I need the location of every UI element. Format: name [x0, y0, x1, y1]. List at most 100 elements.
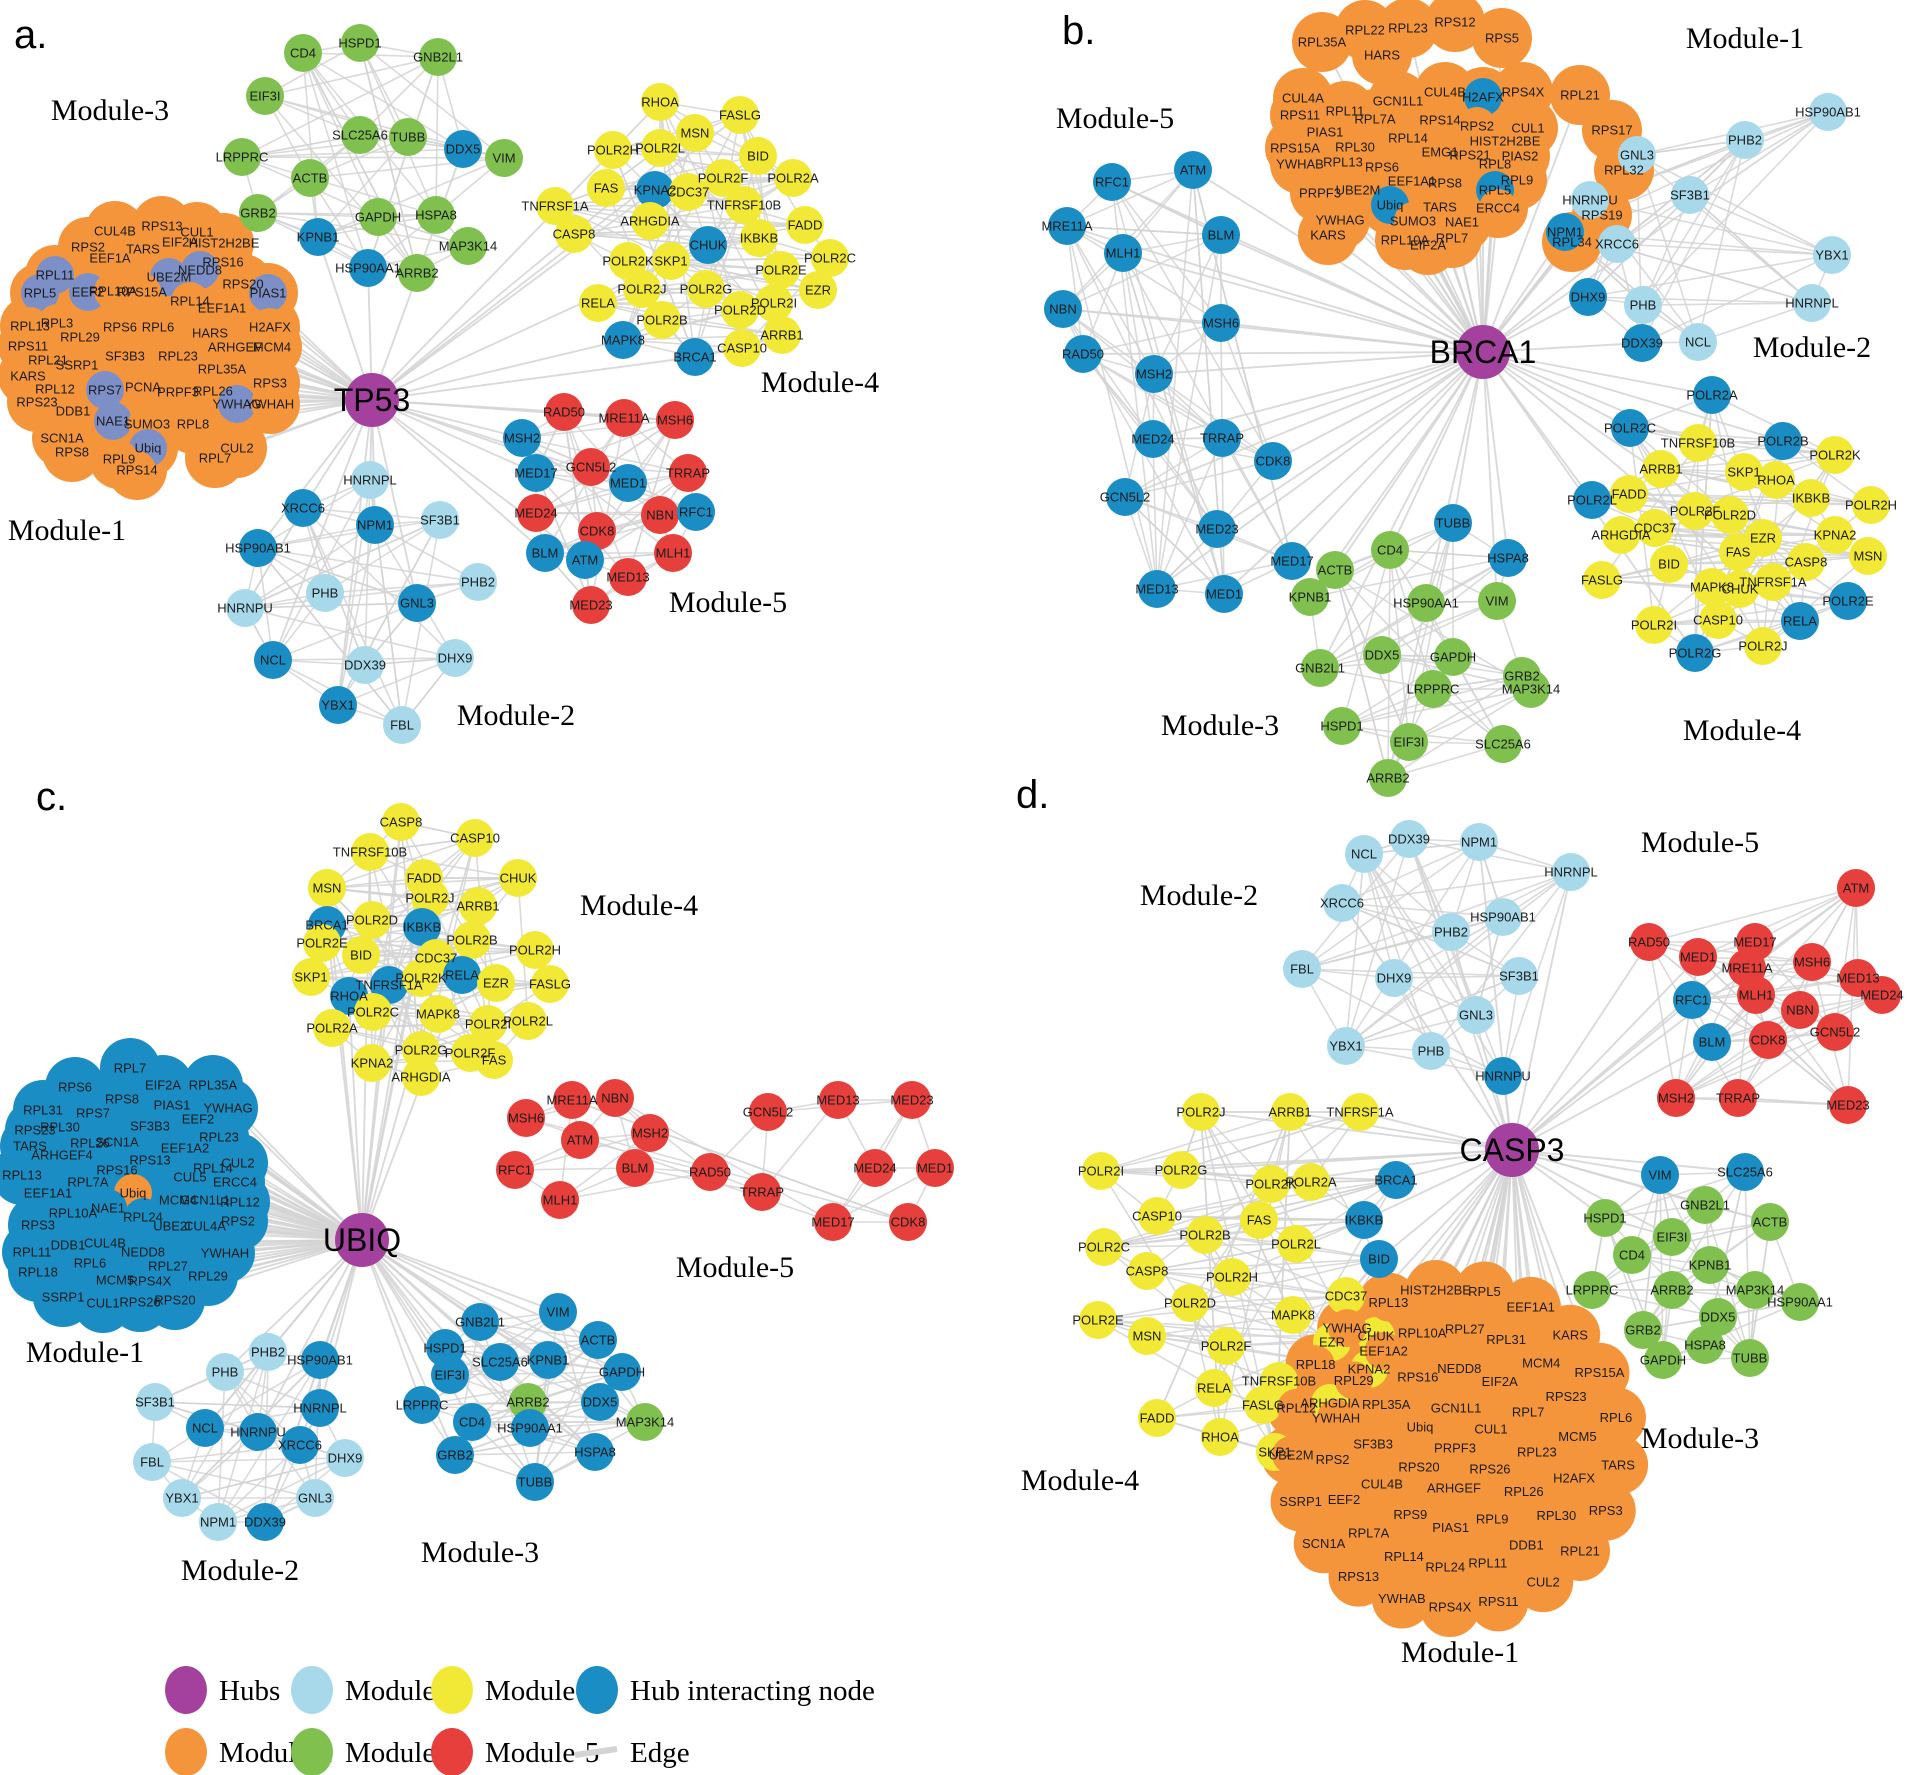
node-RPS6[interactable]	[1363, 148, 1401, 186]
node-MSH6[interactable]	[507, 1099, 545, 1137]
node-CD4[interactable]	[453, 1403, 491, 1441]
node-FAS[interactable]	[1240, 1201, 1278, 1239]
node-UBE2M[interactable]	[1339, 171, 1377, 209]
node-CASP10[interactable]	[1138, 1197, 1176, 1235]
node-GNL3[interactable]	[296, 1479, 334, 1517]
node-RPL24[interactable]	[1426, 1547, 1465, 1586]
hub-node-BRCA1[interactable]	[1456, 325, 1510, 379]
node-RPL29[interactable]	[189, 1257, 227, 1295]
node-RPL18[interactable]	[1296, 1345, 1335, 1384]
node-POLR2C[interactable]	[1085, 1228, 1123, 1266]
node-VIM[interactable]	[485, 139, 523, 177]
node-RELA[interactable]	[1781, 602, 1819, 640]
node-GNB2L1[interactable]	[1301, 649, 1339, 687]
node-SCN1A[interactable]	[1304, 1524, 1343, 1563]
node-BRCA1[interactable]	[1377, 1161, 1415, 1199]
node-NBN[interactable]	[1044, 290, 1082, 328]
node-NBN[interactable]	[596, 1079, 634, 1117]
node-EEF1A1[interactable]	[1393, 162, 1431, 200]
node-XRCC6[interactable]	[1598, 225, 1636, 263]
node-POLR2D[interactable]	[353, 901, 391, 939]
node-HSP90AB1[interactable]	[1809, 93, 1847, 131]
node-ACTB[interactable]	[1751, 1203, 1789, 1241]
node-RPS23[interactable]	[1547, 1377, 1586, 1416]
node-TNFRSF1A[interactable]	[1754, 563, 1792, 601]
node-GNB2L1[interactable]	[461, 1303, 499, 1341]
node-VIM[interactable]	[539, 1293, 577, 1331]
node-POLR2L[interactable]	[1573, 481, 1611, 519]
node-RPS7[interactable]	[74, 1094, 112, 1132]
node-ARHGDIA[interactable]	[631, 202, 669, 240]
node-ATM[interactable]	[561, 1121, 599, 1159]
node-LRPPRC[interactable]	[1573, 1271, 1611, 1309]
node-POLR2E[interactable]	[762, 251, 800, 289]
node-MED13[interactable]	[819, 1081, 857, 1119]
node-POLR2B[interactable]	[643, 301, 681, 339]
node-RPL26[interactable]	[1504, 1472, 1543, 1511]
node-SSRP1[interactable]	[1281, 1482, 1320, 1521]
node-GCN5L2[interactable]	[749, 1093, 787, 1131]
node-MAPK8[interactable]	[1693, 568, 1731, 606]
node-RPS26[interactable]	[121, 1283, 159, 1321]
node-LRPPRC[interactable]	[403, 1386, 441, 1424]
node-RPL14[interactable]	[171, 282, 209, 320]
node-RPS13[interactable]	[131, 1141, 169, 1179]
node-SCN1A[interactable]	[98, 1123, 136, 1161]
node-GNB2L1[interactable]	[1686, 1186, 1724, 1224]
node-CDK8[interactable]	[578, 512, 616, 550]
node-NPM1[interactable]	[356, 506, 394, 544]
node-YWHAG[interactable]	[1328, 1309, 1367, 1348]
node-RAD50[interactable]	[545, 393, 583, 431]
node-PHB[interactable]	[206, 1353, 244, 1391]
node-CHUK[interactable]	[689, 226, 727, 264]
node-RPS2[interactable]	[219, 1202, 257, 1240]
node-TARS[interactable]	[124, 230, 162, 268]
node-POLR2B[interactable]	[453, 921, 491, 959]
node-YBX1[interactable]	[1813, 236, 1851, 274]
node-CHUK[interactable]	[1721, 570, 1759, 608]
node-BID[interactable]	[1650, 545, 1688, 583]
node-HNRNPU[interactable]	[239, 1413, 277, 1451]
node-XRCC6[interactable]	[281, 1426, 319, 1464]
node-HNRNPL[interactable]	[301, 1389, 339, 1427]
node-POLR2G[interactable]	[1162, 1151, 1200, 1189]
node-POLR2E[interactable]	[303, 924, 341, 962]
node-GNB2L1[interactable]	[419, 38, 457, 76]
node-DDX5[interactable]	[1363, 636, 1401, 674]
node-ARRB1[interactable]	[1271, 1093, 1309, 1131]
node-POLR2G[interactable]	[687, 270, 725, 308]
node-POLR2C[interactable]	[811, 239, 849, 277]
node-RPL24[interactable]	[124, 1198, 162, 1236]
node-RPL10A[interactable]	[54, 1194, 92, 1232]
node-EEF2[interactable]	[1324, 1480, 1363, 1519]
node-CDC37[interactable]	[1636, 509, 1674, 547]
node-CDC37[interactable]	[669, 173, 707, 211]
node-MED23[interactable]	[1829, 1086, 1867, 1124]
node-RPS13[interactable]	[1339, 1557, 1378, 1596]
node-LRPPRC[interactable]	[1414, 670, 1452, 708]
node-MAPK8[interactable]	[604, 321, 642, 359]
node-HSPD1[interactable]	[1323, 707, 1361, 745]
node-HSP90AB1[interactable]	[239, 529, 277, 567]
node-LRPPRC[interactable]	[223, 138, 261, 176]
node-RAD50[interactable]	[691, 1153, 729, 1191]
node-GRB2[interactable]	[436, 1436, 474, 1474]
node-FADD[interactable]	[1610, 475, 1648, 513]
node-EMG1[interactable]	[1421, 133, 1459, 171]
node-BLM[interactable]	[526, 534, 564, 572]
node-MED23[interactable]	[572, 586, 610, 624]
node-RPL21[interactable]	[1561, 1531, 1600, 1570]
node-CD4[interactable]	[284, 34, 322, 72]
node-SSRP1[interactable]	[44, 1278, 82, 1316]
node-POLR2H[interactable]	[594, 131, 632, 169]
node-MED23[interactable]	[1198, 510, 1236, 548]
node-CD4[interactable]	[1371, 531, 1409, 569]
node-ARHGEF4[interactable]	[43, 1136, 81, 1174]
node-KPNB1[interactable]	[1691, 1246, 1729, 1284]
node-SF3B1[interactable]	[1500, 957, 1538, 995]
node-RHOA[interactable]	[1201, 1418, 1239, 1456]
node-MSN[interactable]	[1128, 1317, 1166, 1355]
node-MAP3K14[interactable]	[1736, 1271, 1774, 1309]
node-CASP8[interactable]	[1787, 543, 1825, 581]
node-HSP90AA1[interactable]	[349, 249, 387, 287]
